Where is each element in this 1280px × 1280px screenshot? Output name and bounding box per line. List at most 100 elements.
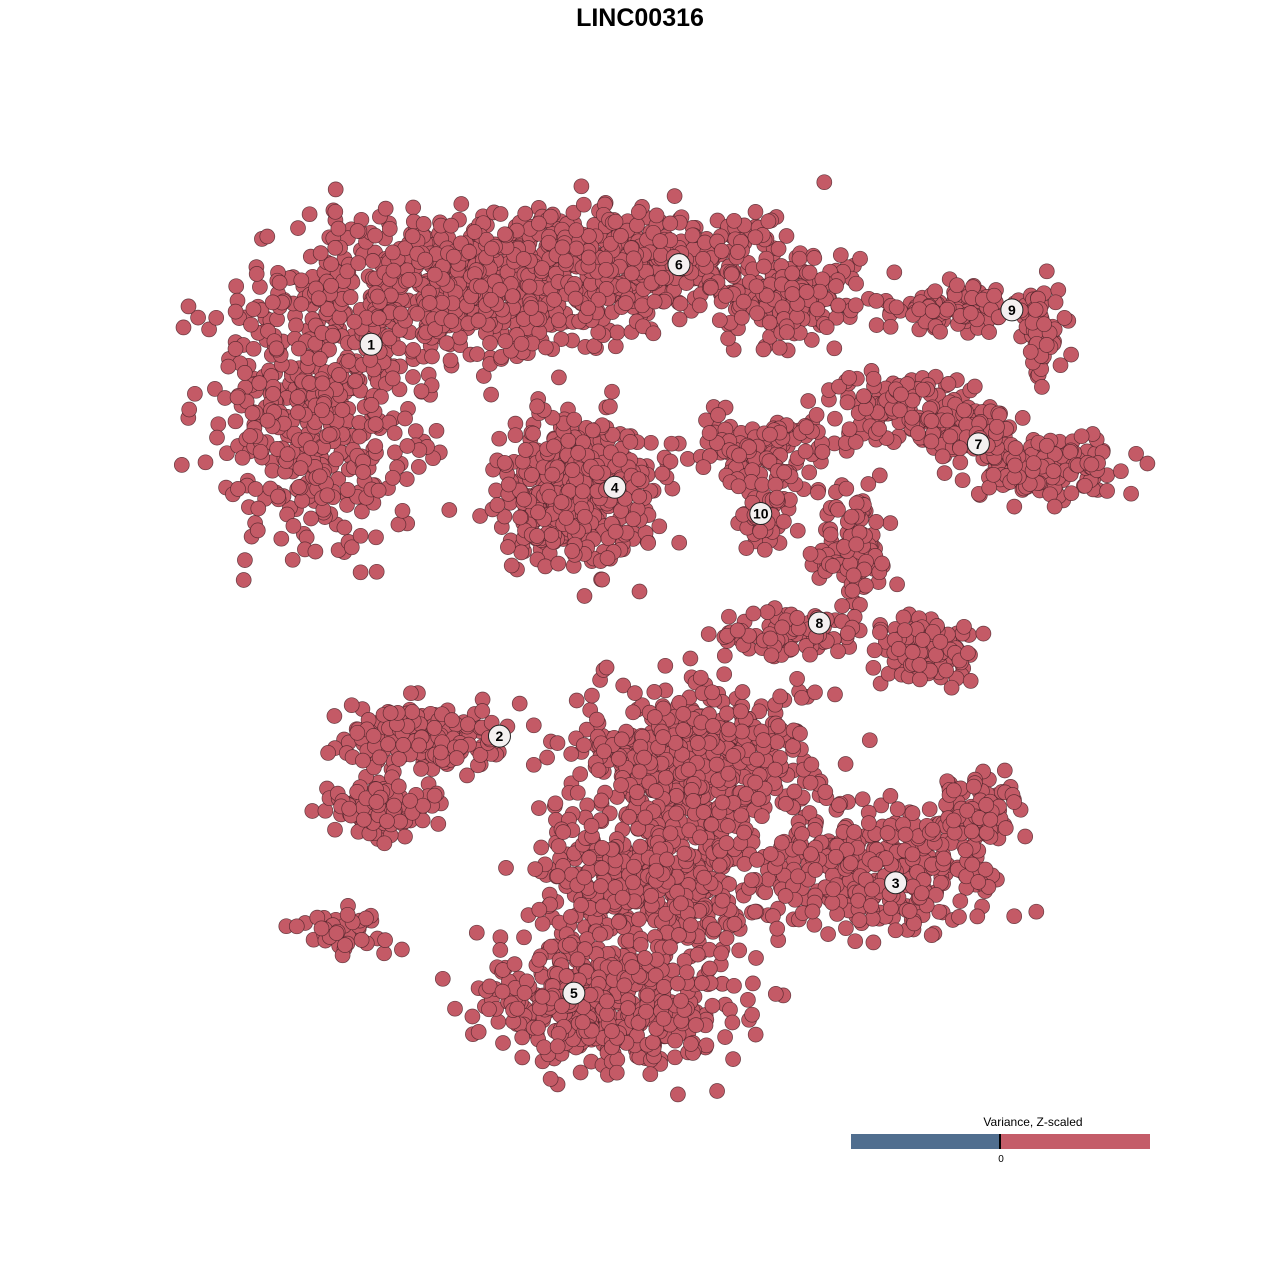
data-point (749, 751, 765, 768)
data-point (631, 583, 648, 600)
data-point (841, 369, 857, 386)
data-point (809, 301, 826, 318)
data-point (516, 929, 532, 946)
data-point (568, 222, 585, 239)
data-point (244, 405, 261, 422)
data-point (265, 386, 281, 402)
data-point (588, 464, 605, 481)
data-point (1038, 337, 1055, 353)
data-point (832, 247, 849, 263)
data-point (645, 325, 662, 342)
data-point (943, 679, 960, 696)
data-point (928, 647, 944, 663)
data-point (370, 482, 387, 499)
data-point (868, 317, 885, 333)
data-point (802, 774, 819, 791)
data-point (483, 291, 499, 308)
data-point (683, 1036, 699, 1052)
data-point (367, 227, 383, 244)
data-point (818, 319, 835, 336)
data-point (643, 434, 659, 451)
data-point (719, 705, 735, 722)
data-point (590, 762, 607, 779)
data-point (1022, 343, 1039, 360)
data-point (713, 945, 730, 962)
data-point (814, 443, 831, 460)
data-point (405, 199, 422, 216)
data-point (394, 502, 411, 519)
data-point (740, 991, 756, 1008)
data-point (868, 293, 885, 309)
data-point (734, 684, 751, 700)
data-point (904, 644, 921, 660)
data-point (384, 244, 401, 261)
data-point (517, 442, 534, 458)
data-point (655, 1010, 672, 1027)
data-point (593, 860, 610, 876)
data-point (500, 539, 516, 555)
data-point (662, 939, 678, 956)
data-point (789, 522, 806, 539)
data-point (736, 824, 752, 841)
data-point (860, 476, 877, 492)
data-point (544, 466, 561, 483)
data-point (830, 297, 847, 314)
data-point (607, 523, 624, 540)
data-point (576, 588, 593, 604)
data-point (720, 721, 737, 738)
data-point (292, 460, 309, 477)
data-point (604, 1023, 620, 1039)
data-point (802, 646, 818, 663)
data-point (549, 868, 566, 884)
data-point (621, 809, 637, 825)
data-point (932, 323, 948, 340)
data-point (512, 509, 529, 526)
data-point (243, 316, 259, 333)
data-point (220, 358, 237, 375)
data-point (181, 401, 198, 418)
data-point (718, 835, 735, 851)
data-point (952, 440, 968, 457)
data-point (279, 446, 296, 463)
data-point (671, 927, 687, 943)
data-point (624, 959, 641, 975)
data-point (386, 425, 403, 441)
data-point (1017, 828, 1034, 845)
data-point (706, 921, 722, 938)
data-point (574, 1014, 591, 1031)
data-point (932, 633, 949, 650)
data-point (270, 488, 286, 505)
data-point (175, 319, 192, 336)
data-point (769, 489, 785, 506)
data-point (613, 228, 629, 244)
data-point (573, 897, 589, 913)
data-point (910, 425, 926, 441)
data-point (616, 977, 633, 994)
data-point (622, 434, 639, 450)
data-point (630, 911, 647, 928)
data-point (789, 670, 805, 687)
data-point (468, 924, 485, 941)
data-point (564, 543, 580, 559)
data-point (190, 309, 206, 326)
data-point (962, 673, 979, 689)
data-point (229, 389, 246, 406)
data-point (824, 558, 841, 574)
data-point (872, 624, 888, 641)
data-point (747, 204, 764, 220)
data-point (291, 479, 307, 495)
data-point (553, 494, 570, 510)
data-point (576, 869, 593, 886)
data-point (1077, 477, 1093, 494)
data-point (886, 264, 903, 281)
data-point (666, 188, 683, 204)
data-point (773, 834, 790, 851)
data-point (651, 518, 668, 535)
data-point (515, 251, 532, 267)
data-point (599, 550, 616, 566)
data-point (671, 311, 688, 328)
data-point (792, 725, 808, 742)
data-point (314, 402, 330, 419)
data-point (242, 428, 258, 444)
data-point (648, 207, 665, 224)
